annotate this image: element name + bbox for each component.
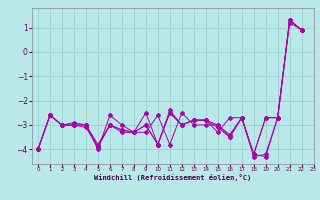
X-axis label: Windchill (Refroidissement éolien,°C): Windchill (Refroidissement éolien,°C) bbox=[94, 174, 252, 181]
